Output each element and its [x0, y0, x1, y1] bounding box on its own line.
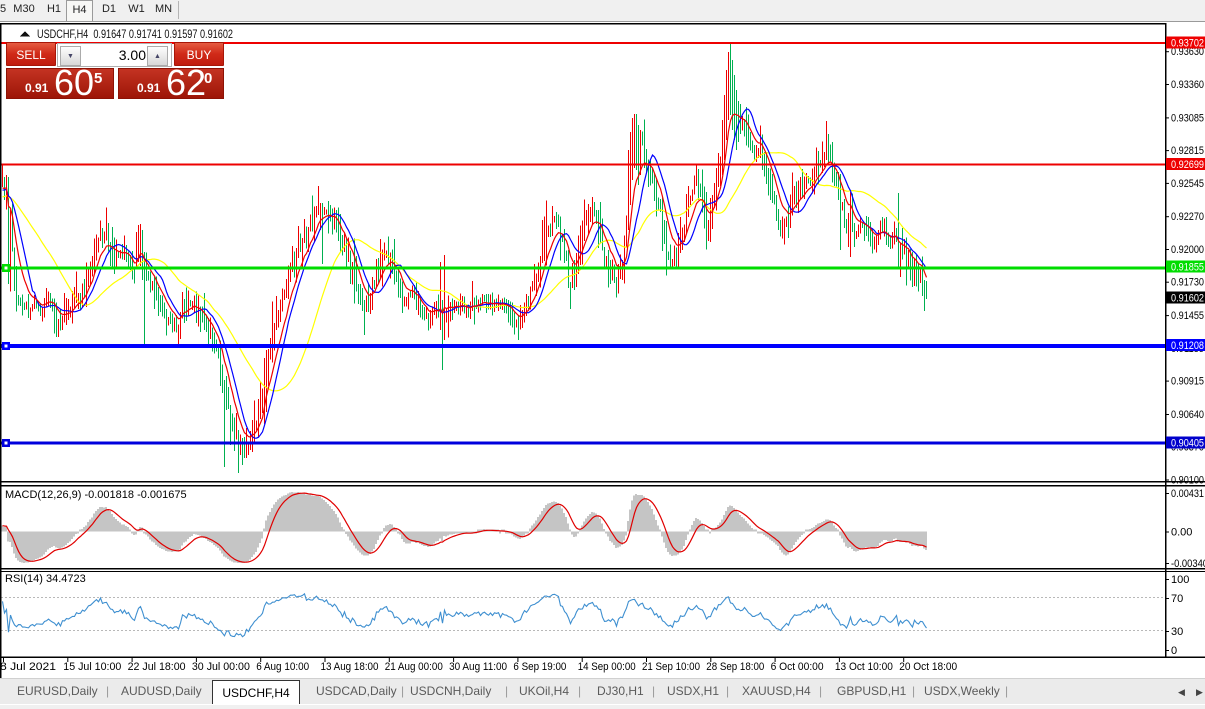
svg-text:8 Jul 2021: 8 Jul 2021 [0, 661, 56, 673]
svg-text:6 Oct 00:00: 6 Oct 00:00 [771, 661, 824, 673]
svg-text:-0.00340: -0.00340 [1171, 558, 1205, 570]
svg-text:0.00: 0.00 [1171, 527, 1192, 539]
svg-text:USDCHF,H4 0.91647 0.91741 0.9: USDCHF,H4 0.91647 0.91741 0.91597 0.9160… [37, 27, 233, 41]
svg-text:0.93630: 0.93630 [1171, 46, 1204, 58]
svg-text:13 Oct 10:00: 13 Oct 10:00 [835, 661, 893, 673]
svg-text:0.93085: 0.93085 [1171, 112, 1204, 124]
svg-text:30 Aug 11:00: 30 Aug 11:00 [449, 661, 507, 673]
svg-text:22 Jul 18:00: 22 Jul 18:00 [128, 661, 186, 673]
svg-text:0.90405: 0.90405 [1171, 438, 1204, 450]
svg-text:0.91602: 0.91602 [1171, 292, 1204, 304]
svg-text:0.92815: 0.92815 [1171, 145, 1204, 157]
svg-text:20 Oct 18:00: 20 Oct 18:00 [899, 661, 957, 673]
svg-text:21 Aug 00:00: 21 Aug 00:00 [385, 661, 443, 673]
svg-text:0.90640: 0.90640 [1171, 409, 1204, 421]
svg-text:21 Sep 10:00: 21 Sep 10:00 [642, 661, 700, 673]
svg-text:0.91208: 0.91208 [1171, 340, 1204, 352]
svg-text:14 Sep 00:00: 14 Sep 00:00 [578, 661, 636, 673]
svg-text:0.92270: 0.92270 [1171, 211, 1204, 223]
svg-text:30 Jul 00:00: 30 Jul 00:00 [192, 661, 250, 673]
svg-text:MACD(12,26,9) -0.001818 -0.001: MACD(12,26,9) -0.001818 -0.001675 [5, 489, 187, 501]
svg-text:0.91730: 0.91730 [1171, 277, 1204, 289]
svg-text:0.92000: 0.92000 [1171, 244, 1204, 256]
svg-text:15 Jul 10:00: 15 Jul 10:00 [63, 661, 121, 673]
svg-text:0.91855: 0.91855 [1171, 262, 1204, 274]
svg-text:0: 0 [1171, 645, 1177, 657]
svg-text:0.00431: 0.00431 [1171, 488, 1204, 500]
svg-text:0.92699: 0.92699 [1171, 159, 1204, 171]
svg-text:30: 30 [1171, 626, 1183, 638]
svg-text:0.93702: 0.93702 [1171, 38, 1204, 50]
svg-text:0.90915: 0.90915 [1171, 376, 1204, 388]
svg-text:0.92545: 0.92545 [1171, 178, 1204, 190]
svg-text:13 Aug 18:00: 13 Aug 18:00 [321, 661, 379, 673]
svg-text:70: 70 [1171, 593, 1183, 605]
svg-text:6 Sep 19:00: 6 Sep 19:00 [513, 661, 566, 673]
svg-text:0.93360: 0.93360 [1171, 79, 1204, 91]
svg-text:0.90100: 0.90100 [1171, 475, 1204, 487]
svg-text:6 Aug 10:00: 6 Aug 10:00 [256, 661, 309, 673]
svg-text:0.91455: 0.91455 [1171, 310, 1204, 322]
svg-text:28 Sep 18:00: 28 Sep 18:00 [706, 661, 764, 673]
svg-text:100: 100 [1171, 574, 1189, 586]
svg-text:RSI(14) 34.4723: RSI(14) 34.4723 [5, 573, 86, 585]
